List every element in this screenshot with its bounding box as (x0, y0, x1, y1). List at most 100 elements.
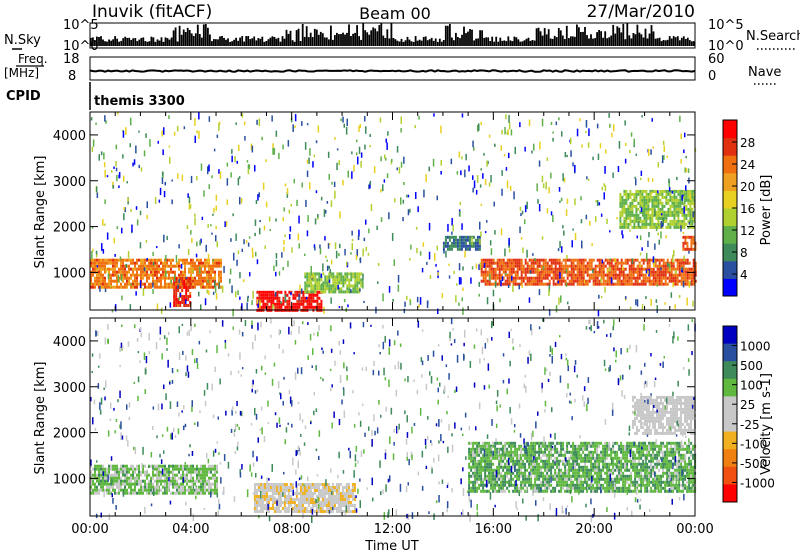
echo-cell (560, 264, 563, 268)
echo-cell (346, 290, 349, 294)
nsky-bar (580, 32, 582, 46)
nsky-bar (410, 41, 413, 46)
echo-cell (348, 287, 351, 291)
echo-cell (625, 198, 628, 202)
echo-cell (341, 498, 344, 501)
echo-cell (673, 207, 676, 211)
echo-cell (192, 285, 194, 289)
echo-cell (546, 157, 549, 161)
echo-cell (333, 181, 336, 187)
echo-cell (620, 264, 623, 268)
echo-cell (351, 495, 354, 498)
echo-cell (598, 261, 601, 265)
echo-cell (178, 258, 180, 262)
echo-cell (357, 234, 360, 241)
echo-cell (200, 485, 202, 489)
echo-cell (490, 477, 493, 481)
echo-cell (317, 498, 320, 501)
echo-cell (502, 483, 505, 487)
echo-cell (120, 470, 122, 474)
echo-cell (178, 282, 180, 286)
echo-cell (641, 204, 644, 208)
echo-cell (470, 447, 473, 451)
nsky-bar (104, 41, 106, 46)
echo-cell (274, 296, 277, 300)
echo-cell (508, 477, 511, 481)
echo-cell (532, 279, 535, 283)
echo-cell (657, 210, 660, 214)
echo-cell (476, 453, 479, 457)
echo-cell (504, 270, 507, 274)
echo-cell (689, 213, 692, 217)
nsky-bar (570, 36, 572, 46)
echo-cell (299, 486, 302, 489)
echo-cell (124, 207, 126, 213)
echo-cell (450, 247, 453, 251)
echo-cell (90, 488, 92, 492)
echo-cell (675, 207, 678, 211)
echo-cell (440, 160, 442, 166)
y-tick-label: 1000 (53, 266, 86, 281)
echo-cell (183, 286, 186, 289)
echo-cell (500, 441, 503, 445)
echo-cell (690, 279, 693, 283)
echo-cell (180, 263, 183, 269)
echo-cell (580, 264, 583, 268)
echo-cell (566, 264, 569, 268)
echo-cell (299, 498, 302, 501)
echo-cell (267, 501, 270, 504)
echo-cell (623, 204, 626, 208)
echo-cell (496, 276, 499, 280)
echo-cell (215, 293, 218, 300)
echo-cell (685, 216, 688, 220)
echo-cell (100, 488, 102, 492)
echo-cell (638, 273, 641, 277)
echo-cell (629, 216, 632, 220)
echo-cell (669, 192, 672, 196)
echo-cell (528, 474, 531, 478)
nsky-bar (190, 33, 193, 46)
nsky-bar (670, 38, 673, 46)
echo-cell (311, 501, 314, 504)
echo-cell (291, 507, 294, 510)
echo-cell (541, 175, 544, 183)
echo-cell (132, 464, 134, 468)
echo-cell (331, 483, 334, 486)
echo-cell (330, 272, 333, 276)
echo-cell (150, 270, 152, 274)
nsky-bar (568, 38, 570, 46)
echo-cell (204, 473, 206, 477)
echo-cell (645, 207, 648, 211)
echo-cell (461, 156, 463, 160)
echo-cell (434, 253, 436, 261)
echo-cell (643, 189, 646, 193)
echo-cell (626, 261, 629, 265)
echo-cell (295, 492, 298, 495)
echo-cell (214, 264, 216, 268)
echo-cell (562, 276, 565, 280)
echo-cell (118, 479, 120, 483)
echo-cell (526, 480, 529, 484)
echo-cell (656, 264, 659, 268)
echo-cell (520, 237, 523, 240)
echo-cell (468, 483, 471, 487)
echo-cell (309, 495, 312, 498)
echo-cell (474, 477, 477, 481)
echo-cell (671, 190, 674, 194)
echo-cell (179, 304, 182, 307)
echo-cell (277, 492, 280, 495)
echo-cell (459, 201, 462, 206)
echo-cell (152, 279, 154, 283)
echo-cell (289, 486, 292, 489)
echo-cell (138, 130, 140, 133)
nsky-bar (634, 34, 637, 46)
echo-cell (676, 264, 679, 268)
echo-cell (691, 219, 694, 223)
echo-cell (500, 477, 503, 481)
echo-cell (339, 492, 342, 495)
echo-cell (482, 459, 485, 463)
echo-cell (472, 175, 474, 180)
echo-cell (154, 267, 156, 271)
echo-cell (397, 275, 400, 283)
colorbar-swatch (723, 225, 737, 244)
